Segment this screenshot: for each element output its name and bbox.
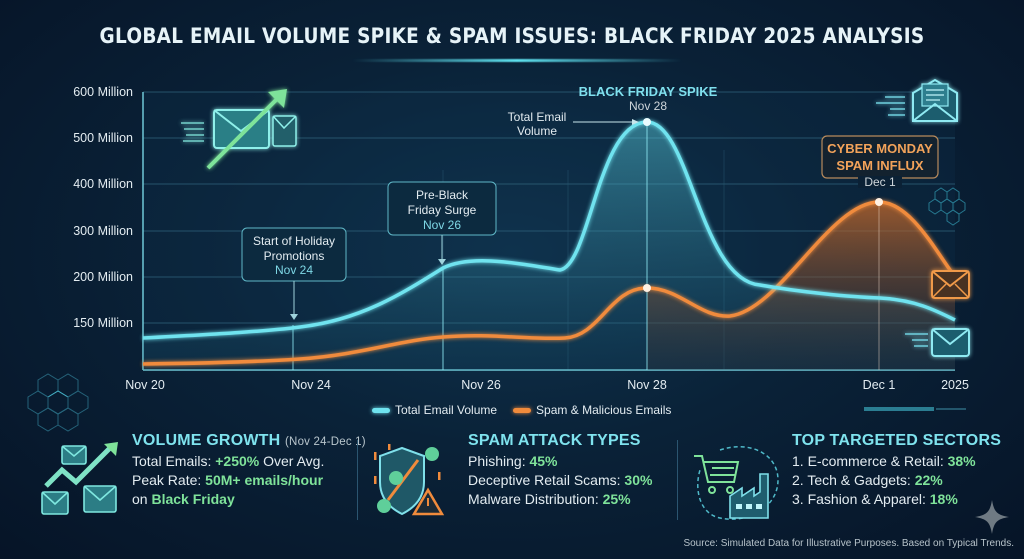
sparkle-icon xyxy=(975,500,1009,534)
legend-spam: Spam & Malicious Emails xyxy=(513,403,671,417)
top-targeted-sectors-title: TOP TARGETED SECTORS xyxy=(792,432,1002,449)
hexagon-decoration-left xyxy=(27,373,89,432)
legend-total-volume: Total Email Volume xyxy=(372,403,497,417)
peak-day-stat: on Black Friday xyxy=(132,491,235,507)
sector-ecommerce: 1. E-commerce & Retail: 38% xyxy=(792,453,976,469)
page-title: GLOBAL EMAIL VOLUME SPIKE & SPAM ISSUES:… xyxy=(99,24,925,48)
y-tick-200: 200 Million xyxy=(73,270,133,284)
total-emails-stat: Total Emails: +250% Over Avg. xyxy=(132,453,325,469)
spam-area xyxy=(647,202,955,370)
peak-rate-stat: Peak Rate: 50M+ emails/hour xyxy=(132,472,324,488)
shopping-cart-factory-icon xyxy=(694,446,779,520)
volume-growth-subtitle: (Nov 24-Dec 1) xyxy=(285,436,366,448)
legend-swatch-cyan xyxy=(372,407,390,413)
x-tick-nov24: Nov 24 xyxy=(291,378,331,392)
svg-text:BLACK FRIDAY SPIKE: BLACK FRIDAY SPIKE xyxy=(579,84,718,99)
annotation-cyber-monday: CYBER MONDAY SPAM INFLUX Dec 1 xyxy=(821,135,939,189)
svg-text:Start of Holiday: Start of Holiday xyxy=(253,234,335,248)
source-note: Source: Simulated Data for Illustrative … xyxy=(683,538,1014,549)
y-tick-500: 500 Million xyxy=(73,131,133,145)
open-envelope-icon xyxy=(876,78,958,122)
sent-envelope-icon xyxy=(905,328,970,357)
hexagon-decoration-right xyxy=(928,187,966,226)
x-axis-labels: Nov 20 Nov 24 Nov 26 Nov 28 Dec 1 2025 xyxy=(125,378,969,392)
spam-shield-icon xyxy=(374,444,445,516)
line-chart: 600 Million 500 Million 400 Million 300 … xyxy=(27,78,970,432)
volume-growth-title: VOLUME GROWTH (Nov 24-Dec 1) xyxy=(132,432,366,449)
top-targeted-sectors-panel: TOP TARGETED SECTORS 1. E-commerce & Ret… xyxy=(792,432,1001,532)
attack-type-retail-scams: Deceptive Retail Scams: 30% xyxy=(468,472,653,488)
decorative-bar xyxy=(864,407,966,411)
chart-legend: Total Email Volume Spam & Malicious Emai… xyxy=(372,403,671,417)
sector-tech: 2. Tech & Gadgets: 22% xyxy=(792,472,943,488)
svg-text:Dec 1: Dec 1 xyxy=(864,175,896,189)
svg-text:Total Email: Total Email xyxy=(508,110,567,124)
dec1-spam-peak-dot xyxy=(875,198,883,206)
y-tick-150: 150 Million xyxy=(73,316,133,330)
email-growth-icon xyxy=(181,89,297,170)
annotation-pre-black-friday: Pre-Black Friday Surge Nov 26 xyxy=(387,181,497,265)
volume-growth-icon xyxy=(41,442,118,515)
legend-label-spam: Spam & Malicious Emails xyxy=(536,403,672,417)
title-underline-glow xyxy=(352,59,682,62)
arrow-down-icon xyxy=(290,314,298,320)
annotation-black-friday-spike: BLACK FRIDAY SPIKE Nov 28 Total Email Vo… xyxy=(508,84,718,138)
svg-text:Nov 28: Nov 28 xyxy=(629,99,667,113)
svg-text:Volume: Volume xyxy=(517,124,557,138)
svg-text:Promotions: Promotions xyxy=(264,249,325,263)
y-axis-labels: 600 Million 500 Million 400 Million 300 … xyxy=(73,85,133,330)
svg-text:CYBER MONDAY: CYBER MONDAY xyxy=(827,141,933,156)
spam-line xyxy=(142,200,957,366)
svg-text:Nov 26: Nov 26 xyxy=(423,218,461,232)
bf-spam-dot xyxy=(643,284,651,292)
svg-text:Friday Surge: Friday Surge xyxy=(408,203,477,217)
x-tick-dec1: Dec 1 xyxy=(863,378,896,392)
annotation-holiday: Start of Holiday Promotions Nov 24 xyxy=(241,227,347,320)
legend-label-total: Total Email Volume xyxy=(395,403,498,417)
x-tick-nov20: Nov 20 xyxy=(125,378,165,392)
x-tick-nov26: Nov 26 xyxy=(461,378,501,392)
panel-divider xyxy=(677,440,678,520)
sector-fashion: 3. Fashion & Apparel: 18% xyxy=(792,491,958,507)
bf-peak-dot xyxy=(643,118,651,126)
event-markers xyxy=(292,124,880,370)
svg-text:Nov 24: Nov 24 xyxy=(275,263,313,277)
attack-type-phishing: Phishing: 45% xyxy=(468,453,558,469)
legend-swatch-orange xyxy=(513,407,532,413)
volume-growth-panel: VOLUME GROWTH (Nov 24-Dec 1) Total Email… xyxy=(132,432,366,532)
panel-divider xyxy=(357,440,358,520)
svg-text:Pre-Black: Pre-Black xyxy=(416,188,469,202)
attack-type-malware: Malware Distribution: 25% xyxy=(468,491,631,507)
spam-envelope-icon xyxy=(931,270,970,299)
arrow-down-icon xyxy=(438,259,446,265)
summary-panels: VOLUME GROWTH (Nov 24-Dec 1) Total Email… xyxy=(0,432,1024,534)
spam-attack-types-title: SPAM ATTACK TYPES xyxy=(468,432,641,449)
spam-attack-types-panel: SPAM ATTACK TYPES Phishing: 45% Deceptiv… xyxy=(468,432,652,532)
x-tick-nov28: Nov 28 xyxy=(627,378,667,392)
y-tick-600: 600 Million xyxy=(73,85,133,99)
total-volume-line xyxy=(142,120,956,340)
y-tick-300: 300 Million xyxy=(73,224,133,238)
y-tick-400: 400 Million xyxy=(73,177,133,191)
x-tick-2025: 2025 xyxy=(941,378,969,392)
arrow-right-icon xyxy=(632,119,639,125)
svg-text:SPAM INFLUX: SPAM INFLUX xyxy=(836,158,923,173)
